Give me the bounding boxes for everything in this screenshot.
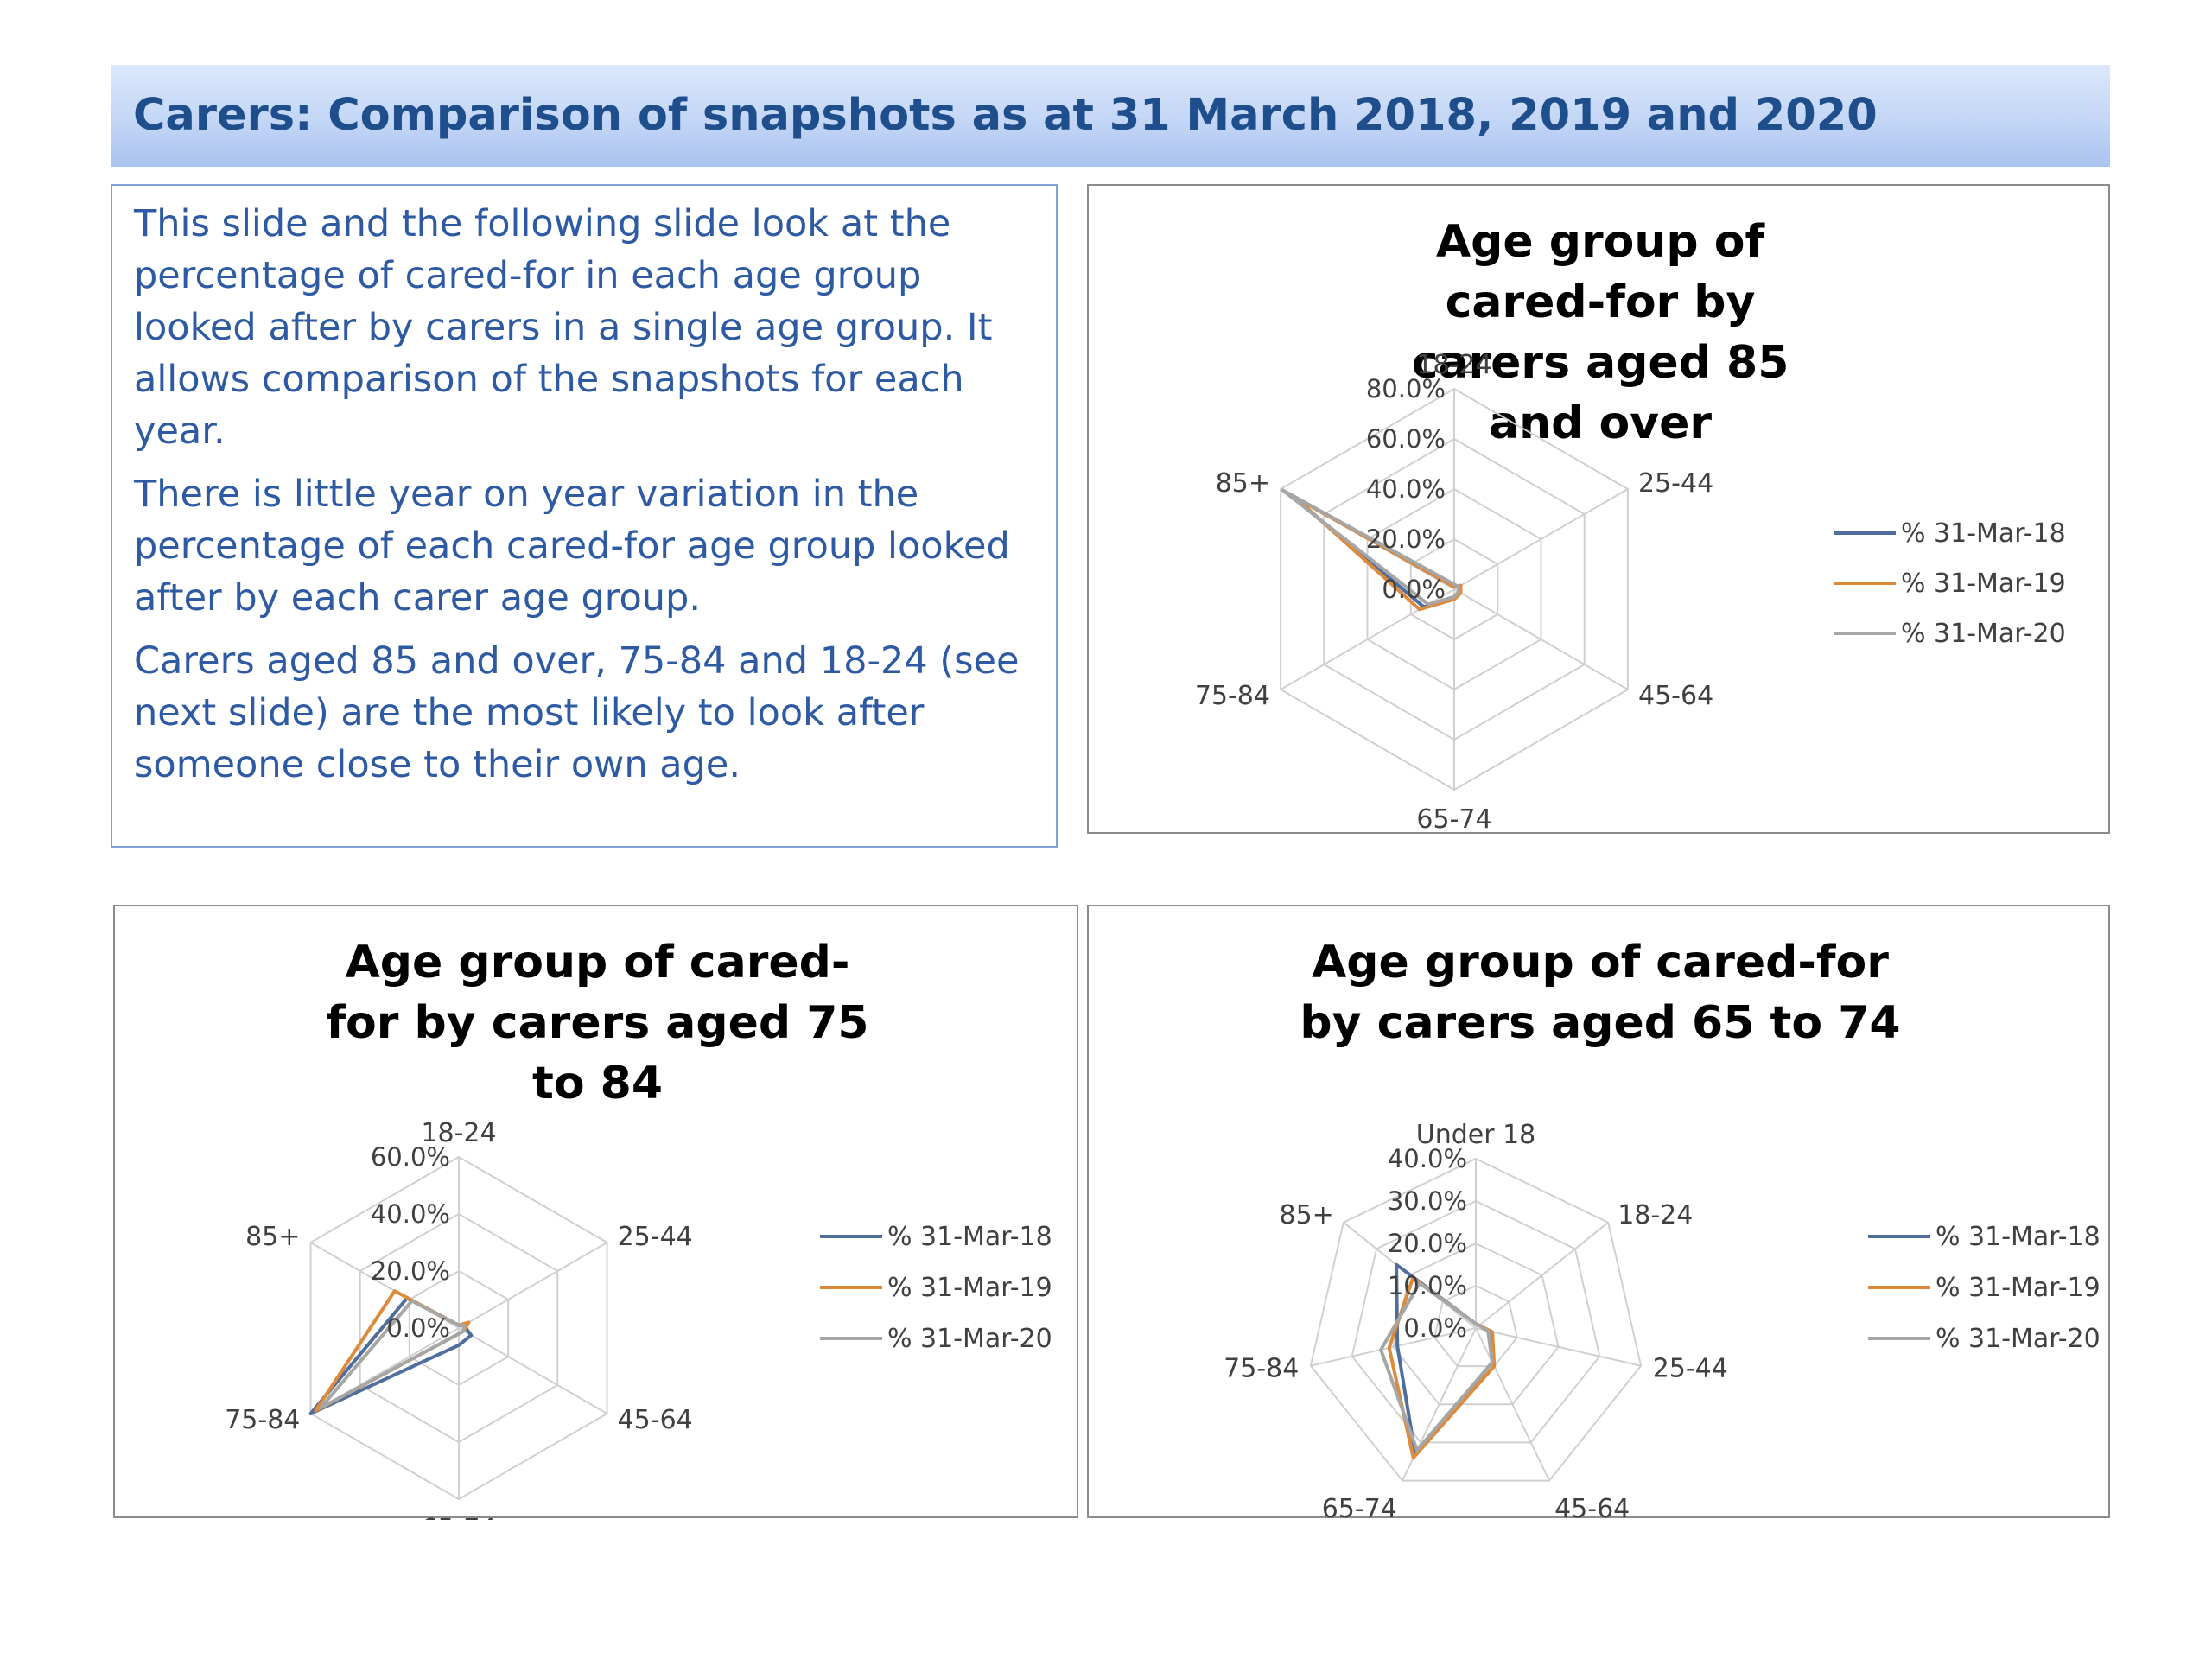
radial-tick-label: 0.0% bbox=[1403, 1313, 1467, 1343]
category-label: Under 18 bbox=[1416, 1120, 1536, 1150]
commentary-paragraph-1: This slide and the following slide look … bbox=[134, 202, 993, 453]
category-label: 85+ bbox=[1216, 468, 1270, 499]
legend-label: % 31-Mar-18 bbox=[1901, 518, 2066, 549]
grid-ring bbox=[1309, 1157, 1643, 1482]
radial-tick-label: 80.0% bbox=[1366, 374, 1446, 404]
grid-spoke bbox=[1453, 588, 1629, 690]
category-label: 75-84 bbox=[225, 1405, 300, 1435]
category-label: 65-74 bbox=[1322, 1494, 1397, 1520]
chart-title: Age group of cared-for by carers aged 75… bbox=[326, 937, 869, 1109]
radial-tick-label: 20.0% bbox=[1388, 1229, 1467, 1258]
chart-title: Age group of cared-for by carers aged 85… bbox=[1411, 216, 1789, 449]
grid-ring bbox=[1351, 1199, 1601, 1444]
chart-panel-85-plus: Age group of cared-for by carers aged 85… bbox=[1087, 184, 2110, 835]
commentary-textbox: This slide and the following slide look … bbox=[111, 184, 1058, 848]
radar-chart-75-84: 0.0% 20.0% 40.0% 60.0%18-24 25-44 45-64 65-74 7… bbox=[225, 1118, 1052, 1520]
category-label: 45-64 bbox=[1554, 1494, 1630, 1520]
grid-spoke bbox=[1475, 1222, 1609, 1329]
series-line-3 bbox=[1281, 488, 1460, 607]
legend-label: % 31-Mar-19 bbox=[1936, 1273, 2101, 1303]
chart-panel-75-84: Age group of cared-for by carers aged 75… bbox=[113, 905, 1078, 1520]
category-label: 25-44 bbox=[1653, 1354, 1728, 1384]
category-label: 45-64 bbox=[1638, 681, 1713, 711]
category-label: 25-44 bbox=[1638, 468, 1713, 499]
category-label: 85+ bbox=[1279, 1200, 1333, 1230]
commentary-paragraph-2: There is little year on year variation i… bbox=[134, 473, 1010, 620]
grid-spoke bbox=[458, 1242, 607, 1329]
legend-label: % 31-Mar-20 bbox=[1936, 1324, 2101, 1354]
category-label: 18-24 bbox=[1618, 1200, 1693, 1230]
legend-label: % 31-Mar-19 bbox=[1901, 569, 2066, 599]
radial-tick-label: 10.0% bbox=[1388, 1271, 1467, 1300]
category-label: 65-74 bbox=[421, 1514, 496, 1520]
slide-title: Carers: Comparison of snapshots as at 31… bbox=[133, 90, 1878, 141]
category-label: 18-24 bbox=[1416, 350, 1491, 380]
legend-label: % 31-Mar-20 bbox=[887, 1324, 1052, 1354]
category-label: 75-84 bbox=[1224, 1354, 1299, 1384]
radial-tick-label: 40.0% bbox=[1388, 1144, 1467, 1173]
category-label: 18-24 bbox=[421, 1118, 496, 1148]
radial-tick-label: 40.0% bbox=[371, 1199, 450, 1229]
legend-label: % 31-Mar-19 bbox=[887, 1273, 1052, 1303]
series-line-3 bbox=[1379, 1281, 1495, 1452]
grid-spoke bbox=[1310, 1327, 1477, 1367]
radial-tick-label: 30.0% bbox=[1388, 1186, 1467, 1216]
radial-tick-label: 0.0% bbox=[386, 1313, 450, 1343]
radial-tick-label: 60.0% bbox=[371, 1142, 450, 1172]
radial-tick-label: 0.0% bbox=[1382, 575, 1446, 604]
grid-ring bbox=[1392, 1242, 1560, 1406]
series-line-3 bbox=[319, 1299, 466, 1410]
grid-spoke bbox=[1475, 1327, 1642, 1367]
legend-label: % 31-Mar-18 bbox=[1936, 1222, 2101, 1252]
grid-ring bbox=[1433, 1284, 1518, 1368]
legend-label: % 31-Mar-20 bbox=[1901, 619, 2066, 649]
category-label: 65-74 bbox=[1416, 804, 1491, 835]
commentary-paragraph-3: Carers aged 85 and over, 75-84 and 18-24… bbox=[134, 639, 1020, 786]
radial-tick-label: 20.0% bbox=[1366, 524, 1446, 554]
legend-label: % 31-Mar-18 bbox=[887, 1222, 1052, 1252]
chart-panel-65-74: Age group of cared-for by carers aged 65… bbox=[1087, 905, 2110, 1520]
category-label: 75-84 bbox=[1195, 681, 1270, 711]
grid-spoke bbox=[1453, 488, 1629, 590]
grid-spoke bbox=[458, 1327, 607, 1414]
chart-title: Age group of cared-for by carers aged 65… bbox=[1300, 937, 1901, 1049]
radial-tick-label: 60.0% bbox=[1366, 424, 1446, 454]
category-label: 85+ bbox=[245, 1222, 300, 1252]
title-banner: Carers: Comparison of snapshots as at 31… bbox=[111, 65, 2110, 167]
radial-tick-label: 20.0% bbox=[371, 1256, 450, 1286]
grid-spoke bbox=[1475, 1327, 1550, 1482]
category-label: 25-44 bbox=[618, 1222, 693, 1252]
radar-chart-65-74: 0.0% 10.0% 20.0% 30.0% 40.0%Under 18 18-24 25-… bbox=[1224, 1120, 2101, 1520]
category-label: 45-64 bbox=[618, 1405, 693, 1435]
radial-tick-label: 40.0% bbox=[1366, 474, 1446, 504]
radar-chart-85-plus: 0.0% 20.0% 40.0% 60.0% 80.0%18-24 25-44 45-64 6… bbox=[1195, 350, 2066, 835]
